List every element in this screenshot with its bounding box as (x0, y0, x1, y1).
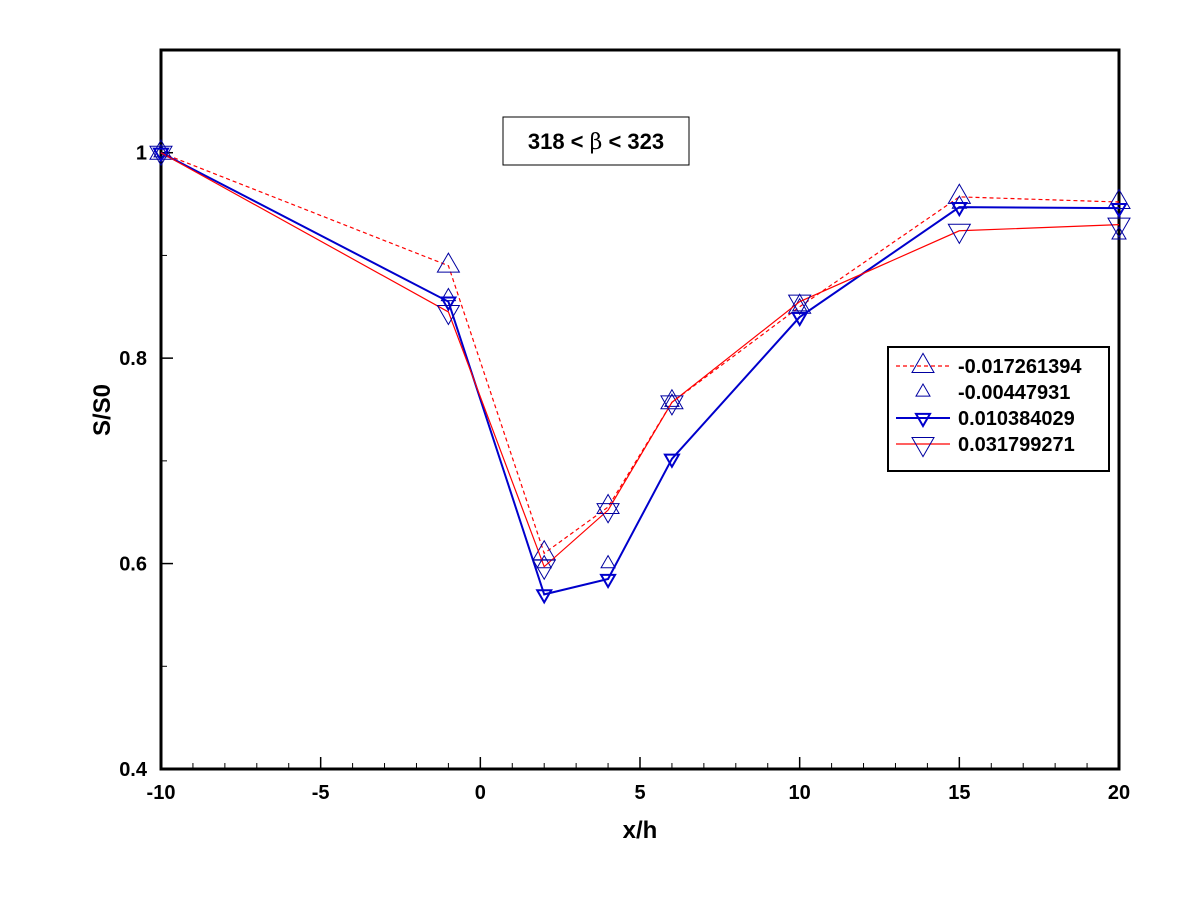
legend-marker (911, 352, 935, 373)
data-point (1107, 217, 1131, 239)
legend-frame (887, 346, 1110, 472)
data-point (787, 294, 812, 316)
y-tick-label: 0.6 (119, 554, 147, 576)
annotation-box: 318 < β < 323 (502, 116, 690, 166)
series-layer (149, 139, 1131, 605)
data-point (532, 559, 557, 581)
x-tick-label: 20 (1108, 782, 1130, 804)
data-point (1111, 225, 1127, 240)
series-3 (152, 147, 1128, 605)
data-point (787, 293, 812, 314)
legend-label: -0.00447931 (958, 382, 1070, 404)
y-axis-label: S/S0 (89, 384, 116, 436)
x-tick-label: -10 (147, 782, 176, 804)
data-point (600, 554, 616, 569)
data-point (664, 393, 680, 407)
data-point (599, 573, 617, 589)
y-tick-label: 0.4 (119, 759, 148, 781)
x-tick-label: 0 (475, 782, 486, 804)
x-tick-label: 10 (789, 782, 811, 804)
series-4 (149, 145, 1131, 581)
legend-label: 0.010384029 (958, 408, 1075, 430)
data-point (660, 395, 684, 416)
y-tick-label: 1 (136, 143, 147, 165)
series-line (160, 152, 1120, 555)
legend: -0.017261394 -0.00447931 0.010384029 0.0317… (887, 346, 1110, 472)
data-point (663, 453, 681, 469)
annotation-beta-symbol: β (590, 130, 603, 155)
legend-entry: -0.017261394 (896, 352, 1082, 378)
series-line (160, 151, 1120, 596)
x-tick-label: 5 (634, 782, 645, 804)
data-point (439, 296, 458, 312)
data-point (436, 304, 461, 326)
legend-label: -0.017261394 (958, 356, 1082, 378)
annotation-frame (502, 116, 690, 166)
x-tick-label: 15 (948, 782, 970, 804)
legend-label: 0.031799271 (958, 434, 1075, 456)
legend-marker (911, 437, 935, 458)
legend-entry: -0.00447931 (915, 382, 1070, 404)
data-point (660, 388, 684, 410)
data-point (1107, 188, 1131, 209)
data-point (149, 145, 173, 167)
data-point (947, 183, 972, 204)
annotation-text: 318 < β < 323 (528, 129, 664, 155)
x-axis-label: x/h (623, 817, 658, 844)
data-point (950, 202, 969, 218)
data-point (1110, 203, 1128, 219)
data-point (153, 143, 169, 158)
x-tick-label: -5 (312, 782, 330, 804)
data-point (947, 223, 972, 245)
legend-marker (915, 382, 931, 397)
y-axis-ticks: 0.4 0.6 0.8 1 (119, 49, 173, 781)
legend-entry: 0.010384029 (896, 408, 1075, 430)
data-point (535, 589, 553, 605)
x-axis-ticks: -10 -5 0 5 10 15 20 (147, 757, 1130, 804)
legend-marker (914, 412, 932, 429)
y-tick-label: 0.8 (119, 348, 147, 370)
annotation-suffix: < 323 (602, 129, 664, 154)
data-point (536, 554, 553, 569)
legend-entry: 0.031799271 (896, 434, 1075, 458)
series-line (160, 152, 1120, 568)
data-point (532, 539, 557, 561)
data-point (436, 252, 461, 273)
data-point (790, 311, 809, 328)
data-point (596, 503, 620, 524)
annotation-prefix: 318 < (528, 129, 590, 154)
